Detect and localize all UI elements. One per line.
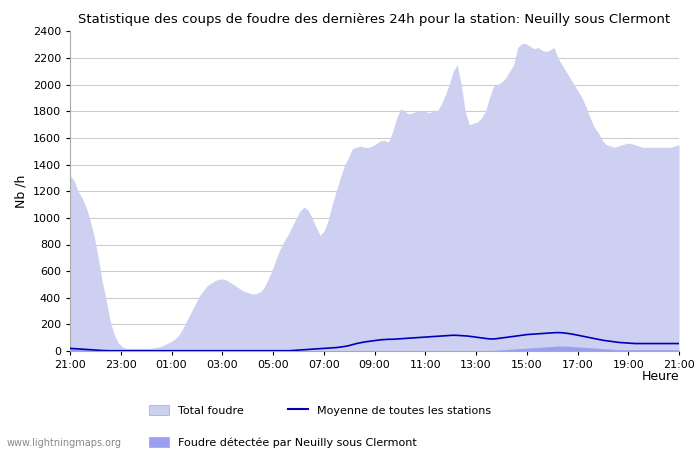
Legend: Foudre détectée par Neuilly sous Clermont: Foudre détectée par Neuilly sous Clermon…	[148, 437, 416, 448]
Text: www.lightningmaps.org: www.lightningmaps.org	[7, 438, 122, 448]
Y-axis label: Nb /h: Nb /h	[14, 175, 27, 208]
Text: Heure: Heure	[641, 370, 679, 383]
Title: Statistique des coups de foudre des dernières 24h pour la station: Neuilly sous : Statistique des coups de foudre des dern…	[78, 13, 671, 26]
